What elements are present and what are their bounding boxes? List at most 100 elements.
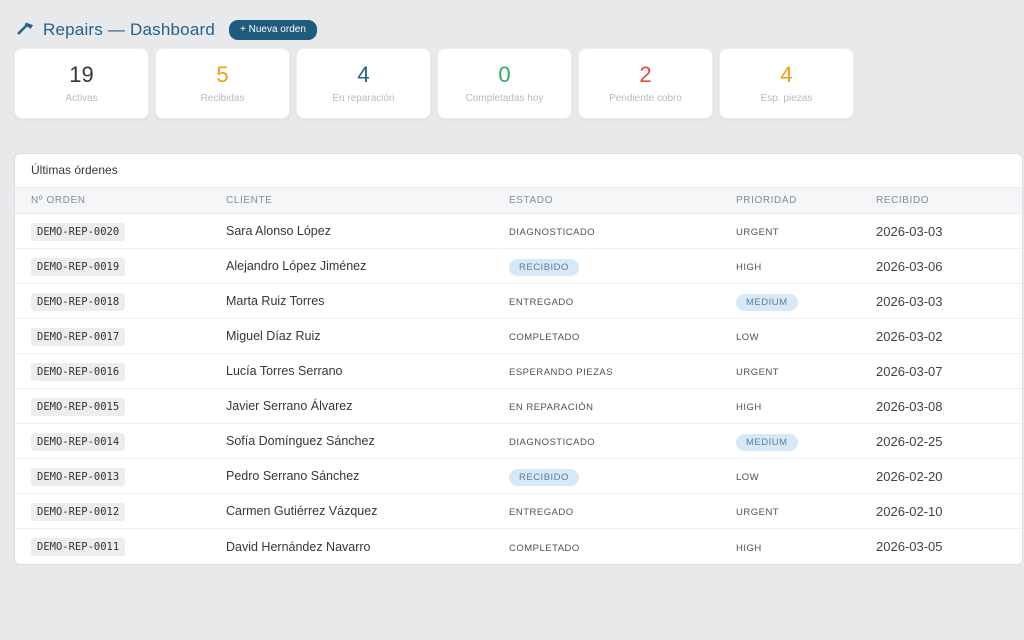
received-date-cell: 2026-02-25 [876, 433, 943, 449]
order-id-chip: DEMO-REP-0020 [31, 222, 126, 241]
status-badge: RECIBIDO [509, 468, 579, 486]
priority-cell: MEDIUM [736, 432, 876, 451]
orders-panel-title: Últimas órdenes [31, 163, 118, 177]
status-cell: COMPLETADO [509, 327, 736, 345]
status-badge: RECIBIDO [509, 258, 579, 276]
table-row[interactable]: DEMO-REP-0019 Alejandro López Jiménez RE… [15, 249, 1022, 284]
client-cell: Marta Ruiz Torres [226, 294, 325, 308]
order-id-cell: DEMO-REP-0017 [31, 327, 226, 346]
page-title: Repairs — Dashboard [43, 19, 215, 39]
status-cell: COMPLETADO [509, 538, 736, 556]
table-row[interactable]: DEMO-REP-0017 Miguel Díaz Ruiz COMPLETAD… [15, 319, 1022, 354]
status-label: ENTREGADO [509, 297, 574, 308]
table-row[interactable]: DEMO-REP-0016 Lucía Torres Serrano ESPER… [15, 354, 1022, 389]
status-label: ESPERANDO PIEZAS [509, 367, 614, 378]
stat-value: 4 [357, 61, 370, 87]
priority-cell: HIGH [736, 257, 876, 275]
priority-label: URGENT [736, 227, 780, 238]
stat-label: Completadas hoy [465, 93, 544, 105]
client-cell: Javier Serrano Álvarez [226, 399, 353, 413]
table-row[interactable]: DEMO-REP-0013 Pedro Serrano Sánchez RECI… [15, 459, 1022, 494]
client-cell: Sofía Domínguez Sánchez [226, 434, 375, 448]
priority-cell: LOW [736, 467, 876, 485]
wrench-icon [16, 20, 35, 39]
stat-label: Recibidas [200, 93, 245, 105]
table-row[interactable]: DEMO-REP-0015 Javier Serrano Álvarez EN … [15, 389, 1022, 424]
received-date-cell: 2026-03-07 [876, 363, 943, 379]
header: Repairs — Dashboard + Nueva orden [0, 0, 1024, 44]
client-cell: Miguel Díaz Ruiz [226, 329, 321, 343]
stat-value: 19 [69, 61, 94, 87]
table-body: DEMO-REP-0020 Sara Alonso López DIAGNOST… [15, 214, 1022, 564]
stat-card: 19 Activas [14, 48, 149, 119]
status-label: DIAGNOSTICADO [509, 227, 596, 238]
received-date-cell: 2026-03-06 [876, 258, 943, 274]
status-label: COMPLETADO [509, 332, 580, 343]
stat-card: 0 Completadas hoy [437, 48, 572, 119]
order-id-cell: DEMO-REP-0014 [31, 432, 226, 451]
order-id-cell: DEMO-REP-0020 [31, 222, 226, 241]
priority-cell: URGENT [736, 502, 876, 520]
priority-label: URGENT [736, 507, 780, 518]
column-header: PRIORIDAD [736, 195, 797, 206]
table-row[interactable]: DEMO-REP-0020 Sara Alonso López DIAGNOST… [15, 214, 1022, 249]
received-date-cell: 2026-03-05 [876, 539, 943, 554]
stat-value: 4 [780, 61, 793, 87]
order-id-chip: DEMO-REP-0017 [31, 327, 126, 346]
priority-cell: HIGH [736, 397, 876, 415]
column-header: CLIENTE [226, 195, 273, 206]
priority-cell: MEDIUM [736, 292, 876, 311]
status-cell: RECIBIDO [509, 467, 736, 486]
order-id-chip: DEMO-REP-0016 [31, 362, 126, 381]
priority-cell: URGENT [736, 362, 876, 380]
order-id-chip: DEMO-REP-0018 [31, 292, 126, 311]
stat-card: 5 Recibidas [155, 48, 290, 119]
table-row[interactable]: DEMO-REP-0018 Marta Ruiz Torres ENTREGAD… [15, 284, 1022, 319]
status-cell: RECIBIDO [509, 257, 736, 276]
status-label: COMPLETADO [509, 542, 580, 554]
column-header: RECIBIDO [876, 195, 930, 206]
priority-label: HIGH [736, 542, 762, 554]
priority-cell: URGENT [736, 222, 876, 240]
order-id-chip: DEMO-REP-0019 [31, 257, 126, 276]
order-id-chip: DEMO-REP-0015 [31, 397, 126, 416]
client-cell: Lucía Torres Serrano [226, 364, 343, 378]
priority-label: LOW [736, 472, 760, 483]
order-id-cell: DEMO-REP-0013 [31, 467, 226, 486]
new-order-button[interactable]: + Nueva orden [229, 19, 317, 40]
order-id-cell: DEMO-REP-0018 [31, 292, 226, 311]
status-label: EN REPARACIÓN [509, 402, 594, 413]
client-cell: Alejandro López Jiménez [226, 259, 367, 273]
status-cell: ENTREGADO [509, 292, 736, 310]
status-label: DIAGNOSTICADO [509, 437, 596, 448]
status-label: ENTREGADO [509, 507, 574, 518]
received-date-cell: 2026-03-03 [876, 223, 943, 239]
priority-badge: MEDIUM [736, 293, 798, 311]
stat-card: 2 Pendiente cobro [578, 48, 713, 119]
table-row[interactable]: DEMO-REP-0012 Carmen Gutiérrez Vázquez E… [15, 494, 1022, 529]
order-id-cell: DEMO-REP-0016 [31, 362, 226, 381]
stat-value: 2 [639, 61, 652, 87]
table-row[interactable]: DEMO-REP-0011 David Hernández Navarro CO… [15, 529, 1022, 564]
order-id-cell: DEMO-REP-0011 [31, 537, 226, 556]
status-cell: ENTREGADO [509, 502, 736, 520]
client-cell: David Hernández Navarro [226, 539, 371, 554]
stat-card: 4 Esp. piezas [719, 48, 854, 119]
priority-label: URGENT [736, 367, 780, 378]
stat-label: En reparación [332, 93, 395, 105]
order-id-cell: DEMO-REP-0015 [31, 397, 226, 416]
client-cell: Pedro Serrano Sánchez [226, 469, 360, 483]
order-id-chip: DEMO-REP-0013 [31, 467, 126, 486]
order-id-cell: DEMO-REP-0019 [31, 257, 226, 276]
stat-card: 4 En reparación [296, 48, 431, 119]
order-id-chip: DEMO-REP-0011 [31, 538, 126, 556]
table-row[interactable]: DEMO-REP-0014 Sofía Domínguez Sánchez DI… [15, 424, 1022, 459]
column-header: ESTADO [509, 195, 553, 206]
received-date-cell: 2026-03-03 [876, 293, 943, 309]
client-cell: Sara Alonso López [226, 224, 331, 238]
priority-label: HIGH [736, 402, 762, 413]
client-cell: Carmen Gutiérrez Vázquez [226, 504, 378, 518]
stat-value: 0 [498, 61, 511, 87]
order-id-chip: DEMO-REP-0014 [31, 432, 126, 451]
received-date-cell: 2026-03-08 [876, 398, 943, 414]
